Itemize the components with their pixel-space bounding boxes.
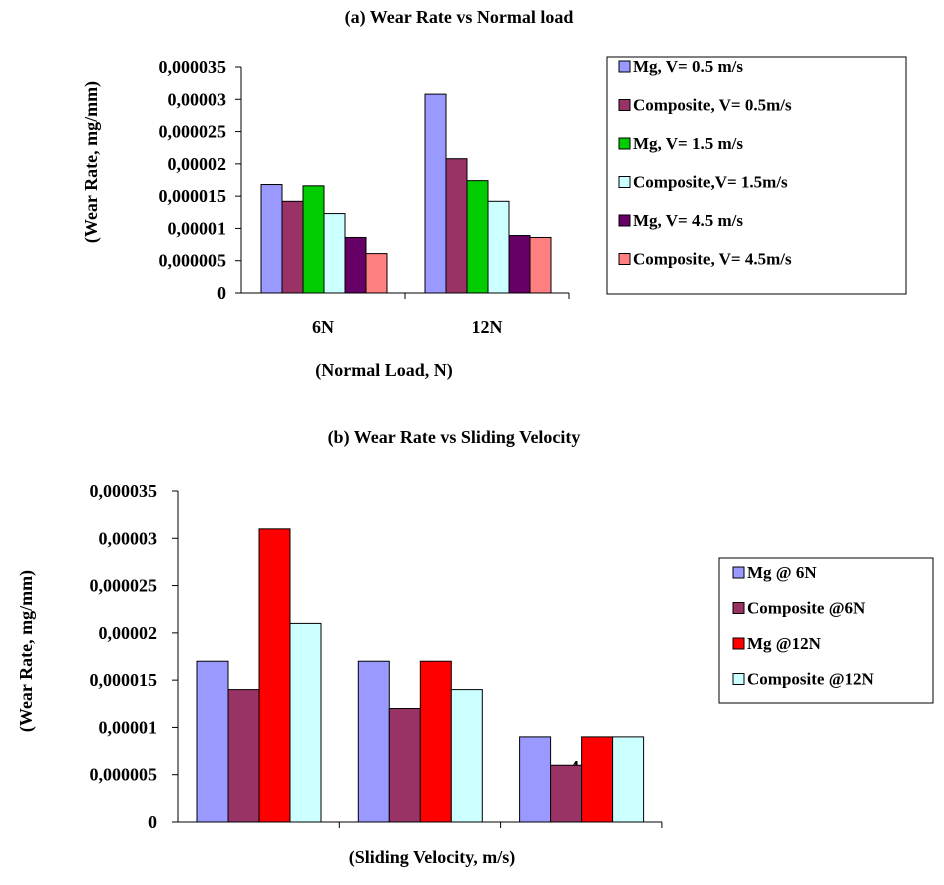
- chart-a-y-tick-label: 0,00003: [168, 89, 227, 109]
- chart-a-bar: [365, 253, 388, 294]
- chart-a-bar: [281, 200, 304, 294]
- chart-a-legend: [606, 56, 907, 295]
- chart-b-legend-swatch: [732, 566, 745, 579]
- chart-b-bar: [550, 764, 583, 823]
- chart-a-x-tick-label: 6N: [312, 317, 334, 337]
- chart-b-ylabel: (Wear Rate, mg/mm): [16, 570, 37, 732]
- chart-b-xlabel: (Sliding Velocity, m/s): [349, 847, 516, 868]
- chart-b-legend-swatch: [732, 602, 745, 614]
- chart-b-y-tick-label: 0,00001: [99, 717, 158, 737]
- chart-b-bar: [519, 736, 552, 823]
- chart-b-legend-items: Mg @ 6N Composite @6N Mg @12N Composite @12…: [732, 563, 875, 689]
- chart-a-plot-area: 0 0,000005 0,00001 0,000015 0,00002 0,000025 0…: [159, 57, 570, 337]
- chart-a-legend-label: Mg, V= 4.5 m/s: [633, 211, 743, 230]
- chart-a-y-tick-label: 0,00002: [168, 154, 227, 174]
- chart-b-bar: [258, 528, 291, 823]
- chart-a-legend-label: Composite, V= 0.5m/s: [633, 96, 792, 115]
- chart-b-legend-label: Mg @12N: [747, 634, 822, 653]
- chart-b-bar: [196, 660, 229, 823]
- chart-a-bar: [424, 93, 447, 294]
- chart-b-legend-swatch: [732, 673, 745, 685]
- chart-b-legend: [718, 557, 934, 704]
- chart-b-plot-area: 0 0,000005 0,00001 0,000015 0,00002 0,000025 0…: [90, 481, 663, 832]
- chart-b-bar: [419, 660, 452, 823]
- chart-a-x-tick-label: 12N: [472, 317, 503, 337]
- chart-a-legend-swatch: [618, 176, 631, 188]
- chart-a-legend-swatch: [618, 60, 631, 73]
- chart-a-ylabel: (Wear Rate, mg/mm): [81, 81, 102, 243]
- chart-a-legend-label: Composite, V= 4.5m/s: [633, 250, 792, 269]
- chart-a-xlabel: (Normal Load, N): [315, 360, 453, 381]
- chart-b-legend-swatch: [732, 637, 745, 650]
- chart-b-bar: [450, 689, 483, 823]
- chart-a-bar: [302, 185, 325, 294]
- chart-a-bar: [508, 235, 531, 294]
- chart-a-legend-swatch: [618, 253, 631, 265]
- chart-a-title: (a) Wear Rate vs Normal load: [345, 7, 574, 28]
- chart-b-bar: [289, 622, 322, 823]
- chart-a-y-tick-label: 0,000005: [159, 251, 227, 271]
- chart-b-title: (b) Wear Rate vs Sliding Velocity: [328, 427, 581, 448]
- chart-b-y-tick-label: 0,000035: [90, 481, 158, 501]
- chart-a-legend-label: Mg, V= 1.5 m/s: [633, 134, 743, 153]
- chart-a-bar: [529, 236, 552, 294]
- chart-b-legend-label: Composite @12N: [747, 670, 875, 689]
- chart-b-legend-label: Composite @6N: [747, 599, 866, 618]
- chart-b-bar: [612, 736, 645, 823]
- chart-b-y-tick-label: 0,000025: [90, 576, 158, 596]
- chart-b-y-tick-label: 0,00002: [99, 623, 158, 643]
- chart-a-bar: [323, 213, 346, 294]
- chart-b-y-tick-label: 0: [148, 812, 157, 832]
- chart-b-bar: [388, 708, 421, 823]
- chart-a-y-tick-label: 0,000015: [159, 186, 227, 206]
- chart-a-legend-label: Composite,V= 1.5m/s: [633, 173, 788, 192]
- chart-a-legend-swatch: [618, 99, 631, 111]
- chart-b-y-tick-label: 0,00003: [99, 528, 158, 548]
- chart-a-y-tick-label: 0,00001: [168, 218, 227, 238]
- chart-a-bar: [487, 200, 510, 294]
- chart-a-y-tick-label: 0: [217, 283, 226, 303]
- chart-b-legend-label: Mg @ 6N: [747, 563, 817, 582]
- chart-a-legend-swatch: [618, 137, 631, 150]
- chart-a-bar: [344, 236, 367, 294]
- chart-a-legend-label: Mg, V= 0.5 m/s: [633, 57, 743, 76]
- chart-a-legend-swatch: [618, 214, 631, 227]
- chart-b-y-tick-label: 0,000005: [90, 765, 158, 785]
- chart-b-bar: [357, 660, 390, 823]
- chart-a-y-tick-label: 0,000035: [159, 57, 227, 77]
- chart-b-bar: [581, 736, 614, 823]
- chart-b-y-tick-label: 0,000015: [90, 670, 158, 690]
- chart-a-legend-items: Mg, V= 0.5 m/s Composite, V= 0.5m/s Mg, V=…: [618, 57, 792, 269]
- chart-a-y-tick-label: 0,000025: [159, 122, 227, 142]
- chart-a-bar: [466, 180, 489, 294]
- chart-a-bar: [445, 158, 468, 294]
- chart-b-bar: [227, 689, 260, 823]
- chart-a-bar: [260, 184, 283, 294]
